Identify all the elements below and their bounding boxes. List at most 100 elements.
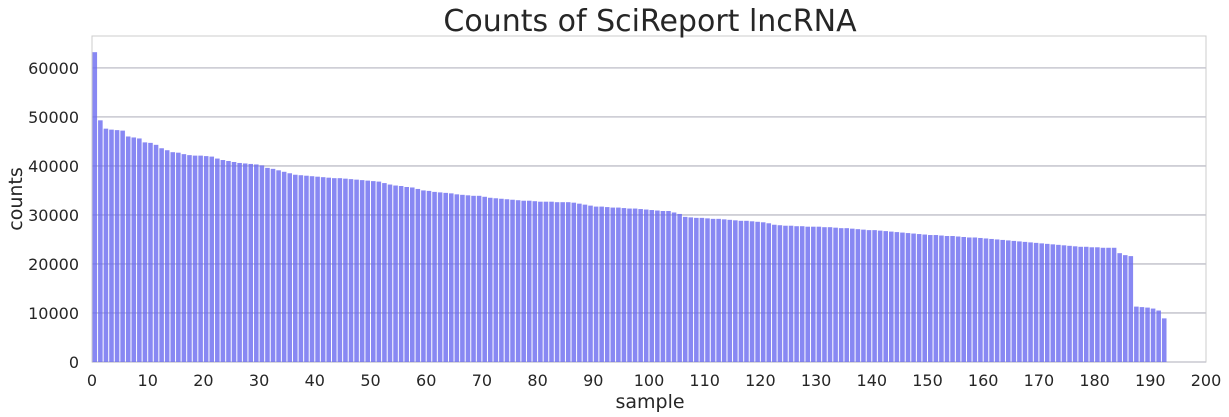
- bar: [577, 203, 582, 362]
- y-tick-label: 50000: [28, 108, 79, 127]
- bar: [1033, 242, 1039, 362]
- bar: [337, 178, 343, 362]
- bar: [749, 221, 755, 362]
- bar: [304, 175, 309, 362]
- y-axis-label: counts: [5, 167, 27, 231]
- bar: [259, 165, 265, 362]
- x-tick-label: 150: [912, 371, 943, 390]
- bar: [1072, 246, 1078, 362]
- bar: [994, 239, 1000, 362]
- bar: [677, 213, 682, 362]
- bar: [1117, 253, 1122, 362]
- bar: [699, 217, 705, 362]
- bar: [1011, 240, 1017, 362]
- bar: [961, 236, 966, 362]
- bar: [649, 210, 655, 362]
- bar: [972, 237, 978, 362]
- bar: [805, 226, 811, 362]
- bar: [1106, 247, 1111, 362]
- bar: [883, 231, 889, 362]
- y-tick-label: 0: [69, 353, 79, 372]
- bar: [1139, 307, 1145, 362]
- y-tick-label: 60000: [28, 59, 79, 78]
- bar: [755, 221, 760, 362]
- bar: [153, 144, 159, 362]
- bar: [109, 129, 114, 362]
- x-tick-label: 170: [1024, 371, 1055, 390]
- bar: [610, 207, 616, 362]
- bar: [198, 155, 203, 362]
- bar: [103, 128, 109, 362]
- bar: [1134, 306, 1139, 362]
- bar: [978, 237, 983, 362]
- bar: [966, 237, 972, 362]
- bar: [359, 180, 365, 362]
- bar: [315, 176, 320, 362]
- bar: [1150, 308, 1156, 362]
- bar: [616, 207, 621, 362]
- bar: [989, 238, 994, 362]
- bar: [877, 230, 883, 362]
- bar: [209, 156, 215, 362]
- bar: [666, 211, 671, 362]
- bar: [705, 218, 710, 362]
- bar: [125, 136, 131, 362]
- bar: [114, 130, 120, 362]
- y-tick-labels: 0 10000 20000 30000 40000 50000 60000: [28, 59, 79, 372]
- bar: [320, 177, 326, 362]
- bar: [281, 171, 287, 362]
- bar: [922, 234, 927, 362]
- bar: [1089, 247, 1095, 362]
- x-tick-label: 40: [305, 371, 325, 390]
- x-tick-label: 50: [360, 371, 380, 390]
- y-tick-label: 30000: [28, 206, 79, 225]
- bar: [694, 217, 699, 362]
- bar: [671, 212, 677, 362]
- bar: [215, 158, 220, 362]
- bar: [1039, 243, 1044, 362]
- bar: [783, 225, 788, 362]
- bar: [688, 217, 694, 362]
- bar: [799, 226, 805, 362]
- bar: [844, 228, 850, 362]
- bar: [237, 162, 242, 362]
- bar: [794, 226, 799, 362]
- bar: [454, 194, 460, 362]
- bar: [538, 201, 543, 362]
- bar: [354, 179, 359, 362]
- y-tick-label: 20000: [28, 255, 79, 274]
- bar: [131, 137, 137, 362]
- bar: [554, 202, 560, 362]
- bar: [159, 148, 164, 362]
- bar: [287, 173, 293, 362]
- bar: [549, 201, 554, 362]
- bar: [1022, 241, 1028, 362]
- y-tick-label: 10000: [28, 304, 79, 323]
- x-tick-label: 190: [1135, 371, 1166, 390]
- bar: [889, 231, 894, 362]
- bar: [142, 142, 148, 362]
- bar: [387, 184, 393, 362]
- bar: [760, 222, 766, 362]
- bar: [727, 219, 733, 362]
- y-tick-label: 40000: [28, 157, 79, 176]
- bar: [1067, 245, 1072, 362]
- bar: [482, 196, 487, 362]
- bar: [733, 220, 738, 362]
- x-tick-label: 30: [249, 371, 269, 390]
- bar: [855, 229, 861, 362]
- bar: [944, 236, 950, 362]
- bar: [1128, 256, 1134, 362]
- x-tick-labels: 0 10 20 30 40 50 60 70 80 90 100 110 120 130 140 150 160…: [87, 371, 1221, 390]
- bar: [582, 204, 588, 362]
- bar: [443, 192, 448, 362]
- bar: [850, 228, 855, 362]
- bar: [1028, 242, 1033, 362]
- bar: [242, 163, 248, 362]
- bar: [911, 233, 916, 362]
- bar: [872, 230, 877, 362]
- x-tick-label: 80: [527, 371, 547, 390]
- bar: [120, 130, 125, 362]
- bar: [293, 174, 298, 362]
- bar: [543, 201, 549, 362]
